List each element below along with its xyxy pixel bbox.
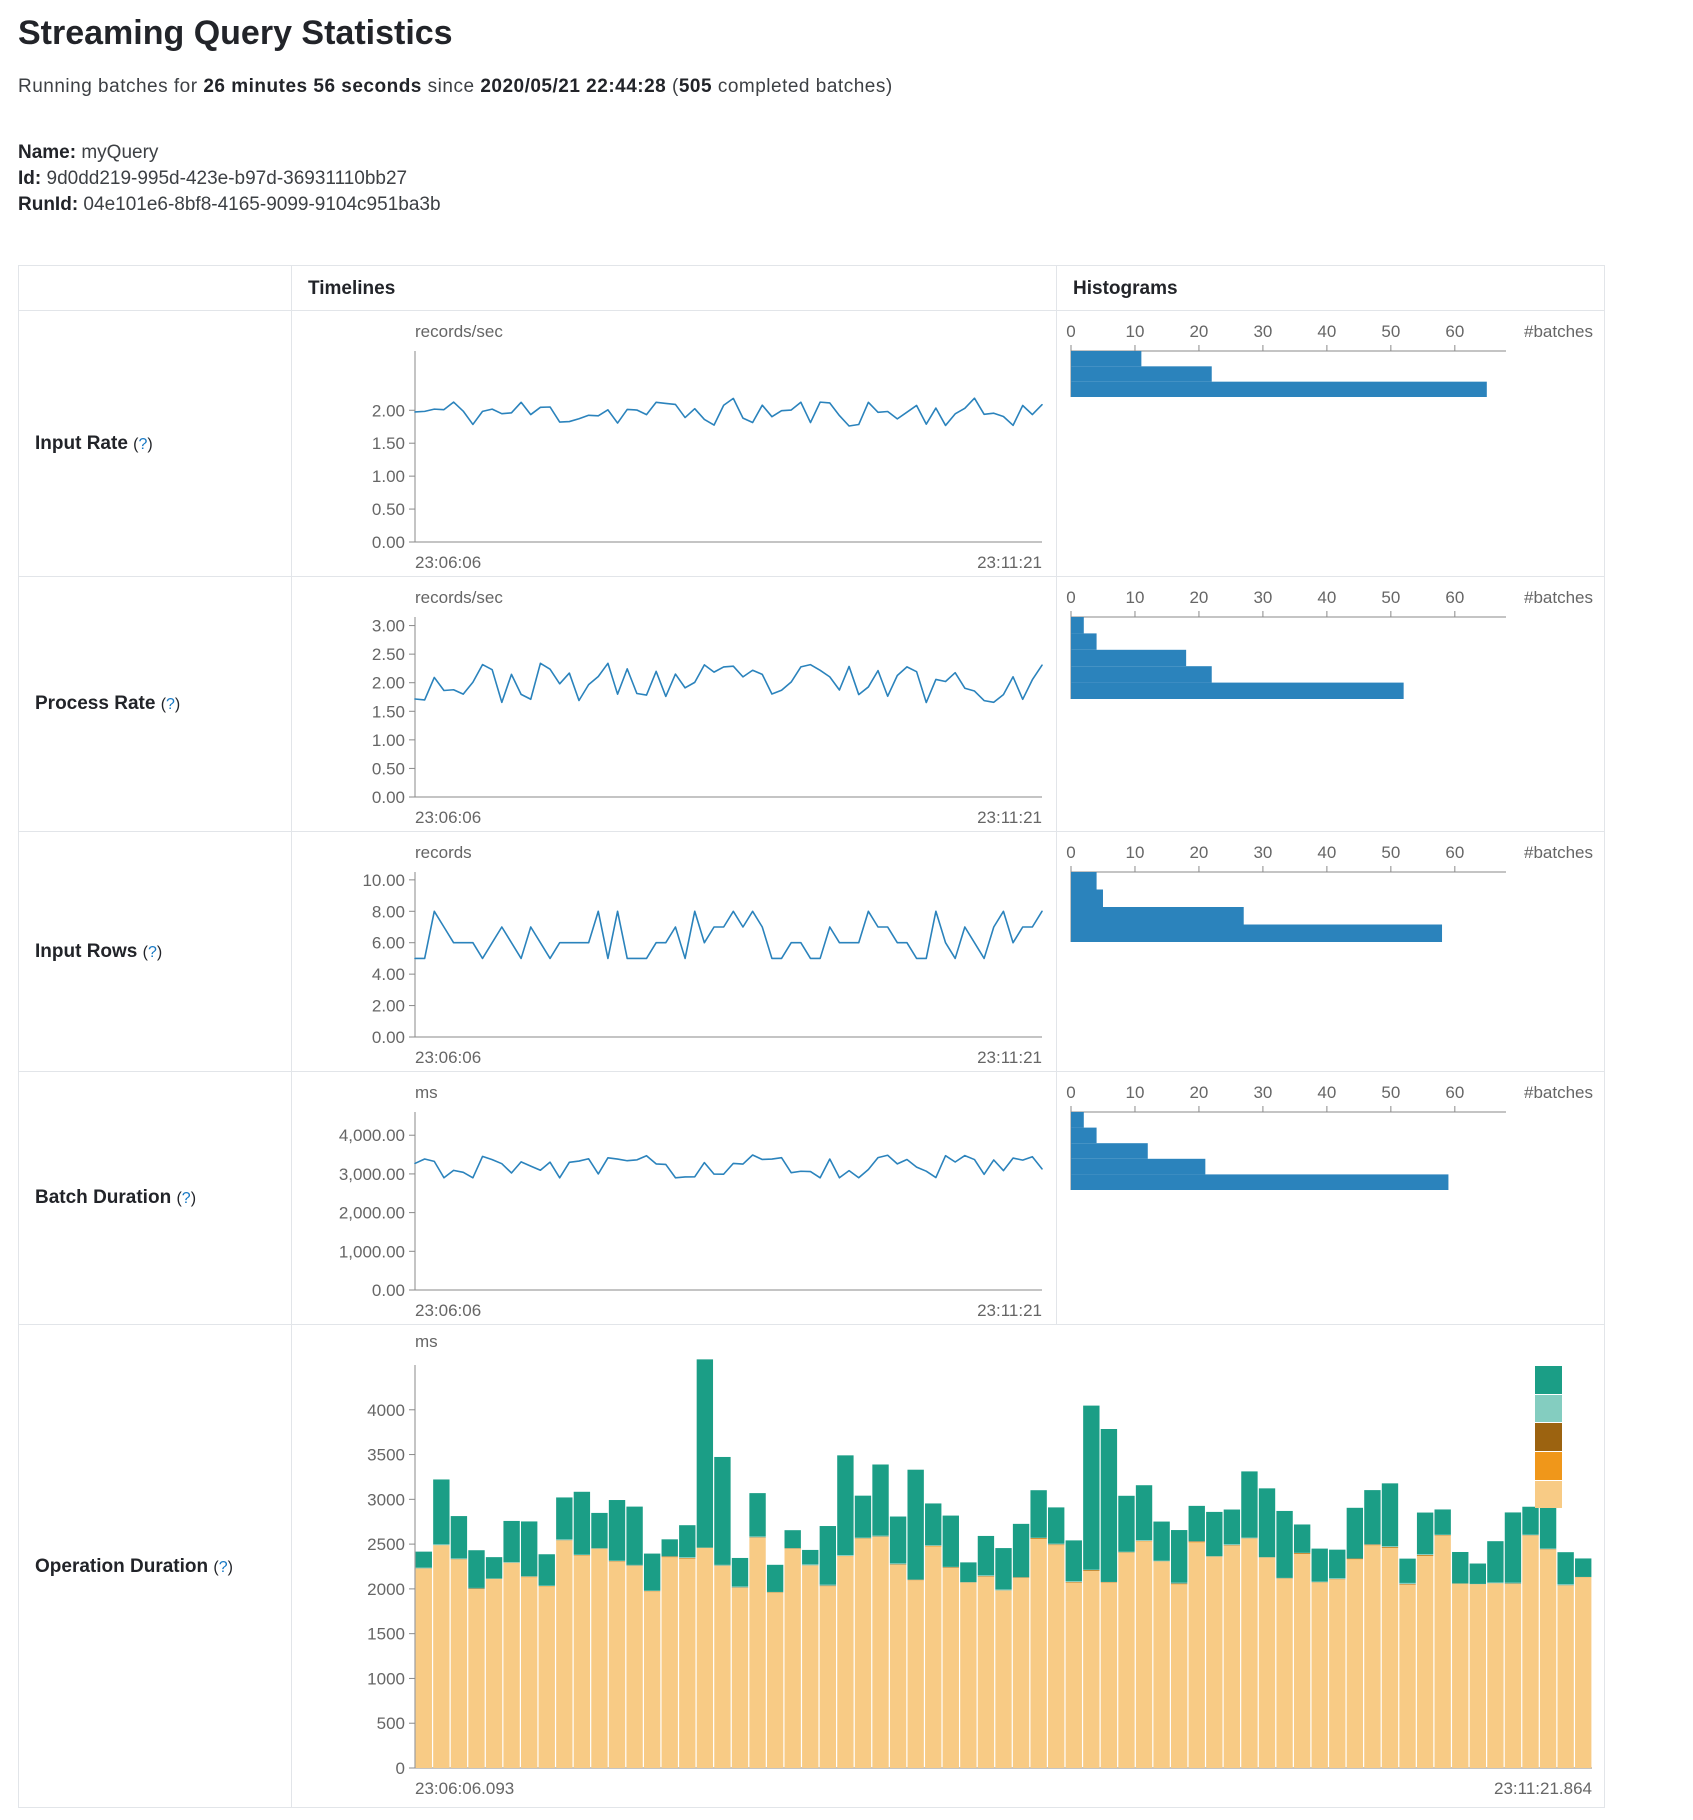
svg-text:records/sec: records/sec xyxy=(415,588,503,607)
svg-text:4000: 4000 xyxy=(367,1401,405,1420)
svg-text:2.00: 2.00 xyxy=(372,997,405,1016)
svg-text:2,000.00: 2,000.00 xyxy=(339,1204,405,1223)
svg-text:60: 60 xyxy=(1445,1083,1464,1102)
svg-text:ms: ms xyxy=(415,1332,438,1351)
svg-text:1.50: 1.50 xyxy=(372,702,405,721)
svg-text:60: 60 xyxy=(1445,322,1464,341)
svg-text:0.00: 0.00 xyxy=(372,1028,405,1047)
svg-text:20: 20 xyxy=(1189,588,1208,607)
svg-text:40: 40 xyxy=(1317,1083,1336,1102)
svg-text:60: 60 xyxy=(1445,843,1464,862)
svg-text:0: 0 xyxy=(1066,1083,1075,1102)
svg-text:50: 50 xyxy=(1381,1083,1400,1102)
svg-text:23:06:06: 23:06:06 xyxy=(415,553,481,572)
svg-text:3.00: 3.00 xyxy=(372,617,405,636)
svg-text:1.00: 1.00 xyxy=(372,467,405,486)
svg-text:20: 20 xyxy=(1189,322,1208,341)
svg-text:1.50: 1.50 xyxy=(372,434,405,453)
svg-text:40: 40 xyxy=(1317,843,1336,862)
svg-text:0: 0 xyxy=(1066,843,1075,862)
svg-text:ms: ms xyxy=(415,1083,438,1102)
svg-text:23:11:21.864: 23:11:21.864 xyxy=(1494,1779,1592,1798)
svg-text:3,000.00: 3,000.00 xyxy=(339,1165,405,1184)
svg-text:2.50: 2.50 xyxy=(372,645,405,664)
svg-text:20: 20 xyxy=(1189,1083,1208,1102)
svg-text:30: 30 xyxy=(1253,588,1272,607)
svg-text:23:11:21: 23:11:21 xyxy=(977,1048,1042,1067)
svg-text:1.00: 1.00 xyxy=(372,731,405,750)
svg-text:4,000.00: 4,000.00 xyxy=(339,1126,405,1145)
svg-text:0.00: 0.00 xyxy=(372,788,405,807)
svg-text:#batches: #batches xyxy=(1524,588,1593,607)
svg-text:60: 60 xyxy=(1445,588,1464,607)
svg-text:23:06:06.093: 23:06:06.093 xyxy=(415,1779,514,1798)
svg-text:0.00: 0.00 xyxy=(372,1281,405,1300)
svg-text:#batches: #batches xyxy=(1524,843,1593,862)
svg-text:23:06:06: 23:06:06 xyxy=(415,1301,481,1320)
svg-text:0.50: 0.50 xyxy=(372,759,405,778)
svg-text:0: 0 xyxy=(1066,322,1075,341)
svg-text:23:11:21: 23:11:21 xyxy=(977,808,1042,827)
svg-text:23:06:06: 23:06:06 xyxy=(415,808,481,827)
svg-text:23:11:21: 23:11:21 xyxy=(977,553,1042,572)
svg-text:30: 30 xyxy=(1253,843,1272,862)
svg-text:3000: 3000 xyxy=(367,1490,405,1509)
svg-text:2.00: 2.00 xyxy=(372,674,405,693)
svg-text:2500: 2500 xyxy=(367,1535,405,1554)
svg-text:0: 0 xyxy=(1066,588,1075,607)
svg-text:1,000.00: 1,000.00 xyxy=(339,1242,405,1261)
svg-text:2000: 2000 xyxy=(367,1580,405,1599)
svg-text:0: 0 xyxy=(396,1759,405,1778)
svg-text:50: 50 xyxy=(1381,322,1400,341)
svg-text:500: 500 xyxy=(377,1714,405,1733)
svg-text:23:06:06: 23:06:06 xyxy=(415,1048,481,1067)
svg-text:records: records xyxy=(415,843,472,862)
svg-text:2.00: 2.00 xyxy=(372,401,405,420)
svg-text:0.00: 0.00 xyxy=(372,533,405,552)
svg-text:4.00: 4.00 xyxy=(372,965,405,984)
svg-text:30: 30 xyxy=(1253,1083,1272,1102)
svg-text:#batches: #batches xyxy=(1524,322,1593,341)
svg-text:#batches: #batches xyxy=(1524,1083,1593,1102)
svg-text:10: 10 xyxy=(1126,322,1145,341)
svg-text:30: 30 xyxy=(1253,322,1272,341)
svg-text:40: 40 xyxy=(1317,588,1336,607)
svg-text:records/sec: records/sec xyxy=(415,322,503,341)
svg-text:50: 50 xyxy=(1381,588,1400,607)
svg-text:50: 50 xyxy=(1381,843,1400,862)
svg-text:1500: 1500 xyxy=(367,1625,405,1644)
svg-text:6.00: 6.00 xyxy=(372,934,405,953)
svg-text:10.00: 10.00 xyxy=(362,871,405,890)
svg-text:40: 40 xyxy=(1317,322,1336,341)
svg-text:8.00: 8.00 xyxy=(372,902,405,921)
svg-text:1000: 1000 xyxy=(367,1669,405,1688)
svg-text:10: 10 xyxy=(1126,843,1145,862)
svg-text:10: 10 xyxy=(1126,1083,1145,1102)
svg-text:10: 10 xyxy=(1126,588,1145,607)
svg-text:20: 20 xyxy=(1189,843,1208,862)
svg-text:0.50: 0.50 xyxy=(372,500,405,519)
svg-text:3500: 3500 xyxy=(367,1446,405,1465)
svg-text:23:11:21: 23:11:21 xyxy=(977,1301,1042,1320)
